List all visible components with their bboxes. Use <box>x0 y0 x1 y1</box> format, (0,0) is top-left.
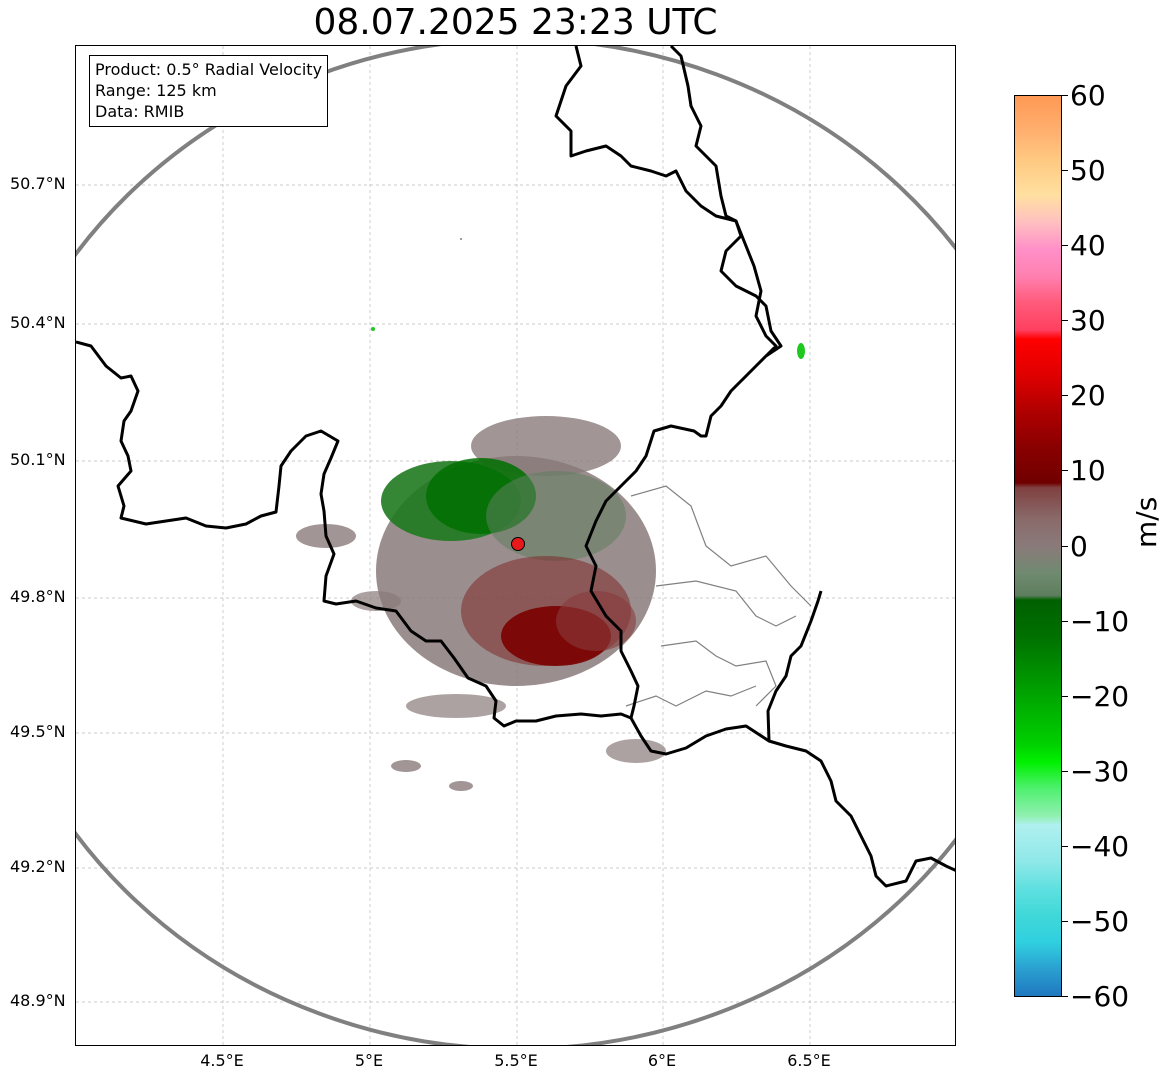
colorbar-label: 20 <box>1070 379 1106 412</box>
colorbar-label: 10 <box>1070 454 1106 487</box>
colorbar-tick <box>1062 621 1068 622</box>
colorbar-label: 0 <box>1070 530 1088 563</box>
colorbar-label: −60 <box>1070 980 1130 1013</box>
colorbar-label: −30 <box>1070 755 1130 788</box>
colorbar-tick <box>1062 771 1068 772</box>
velocity-echoes <box>296 238 805 791</box>
lat-tick-label: 50.1°N <box>10 450 66 469</box>
colorbar-tick <box>1062 245 1068 246</box>
colorbar-tick <box>1062 696 1068 697</box>
colorbar-label: 50 <box>1070 154 1106 187</box>
colorbar-label: 60 <box>1070 79 1106 112</box>
colorbar-label: 40 <box>1070 229 1106 262</box>
colorbar-tick <box>1062 395 1068 396</box>
colorbar-tick <box>1062 170 1068 171</box>
info-box: Product: 0.5° Radial Velocity Range: 125… <box>89 55 329 127</box>
map-canvas <box>76 46 955 1045</box>
lon-tick-label: 6°E <box>647 1051 677 1070</box>
colorbar-tick <box>1062 546 1068 547</box>
velocity-colorbar <box>1014 95 1062 997</box>
colorbar-tick <box>1062 95 1068 96</box>
colorbar-label: −20 <box>1070 680 1130 713</box>
range-label: Range: 125 km <box>95 81 217 100</box>
colorbar-tick <box>1062 846 1068 847</box>
lon-tick-label: 5°E <box>354 1051 384 1070</box>
colorbar-tick <box>1062 996 1068 997</box>
lat-tick-label: 50.4°N <box>10 313 66 332</box>
map-title: 08.07.2025 23:23 UTC <box>313 2 718 43</box>
colorbar-label: −40 <box>1070 830 1130 863</box>
colorbar-tick <box>1062 470 1068 471</box>
lat-tick-label: 49.5°N <box>10 722 66 741</box>
colorbar-label: −10 <box>1070 605 1130 638</box>
colorbar-tick <box>1062 320 1068 321</box>
radar-map[interactable] <box>75 45 956 1046</box>
colorbar-label: 30 <box>1070 304 1106 337</box>
admin-borders <box>625 485 812 707</box>
data-source-label: Data: RMIB <box>95 102 185 121</box>
lat-tick-label: 49.2°N <box>10 857 66 876</box>
colorbar-unit-label: m/s <box>1130 496 1163 548</box>
lon-tick-label: 4.5°E <box>200 1051 244 1070</box>
radar-site-marker[interactable] <box>511 537 525 551</box>
national-borders <box>76 46 955 888</box>
lon-tick-label: 6.5°E <box>787 1051 831 1070</box>
lat-tick-label: 50.7°N <box>10 174 66 193</box>
colorbar-label: −50 <box>1070 905 1130 938</box>
lat-tick-label: 48.9°N <box>10 991 66 1010</box>
colorbar-tick <box>1062 921 1068 922</box>
lon-tick-label: 5.5°E <box>494 1051 538 1070</box>
product-label: Product: 0.5° Radial Velocity <box>95 60 323 79</box>
lat-tick-label: 49.8°N <box>10 587 66 606</box>
